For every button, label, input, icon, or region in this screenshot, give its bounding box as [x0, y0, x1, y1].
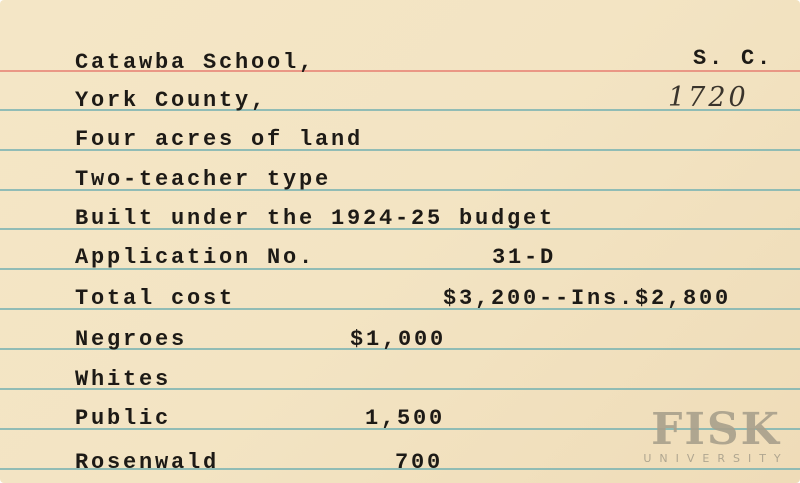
- rule-line: [0, 189, 800, 191]
- rule-line: [0, 308, 800, 310]
- county: York County,: [75, 88, 268, 113]
- rule-line: [0, 468, 800, 470]
- total-value: $3,200--Ins.$2,800: [443, 286, 732, 311]
- rosenwald-value: 700: [395, 450, 444, 475]
- public-value: 1,500: [365, 406, 446, 431]
- application-value: 31-D: [492, 245, 557, 270]
- fisk-university-watermark: FISK UNIVERSITY: [636, 404, 796, 466]
- whites-label: Whites: [75, 367, 172, 392]
- rosenwald-label: Rosenwald: [75, 450, 220, 475]
- state: S. C.: [693, 46, 774, 71]
- watermark-sub: UNIVERSITY: [643, 452, 789, 465]
- application-label: Application No.: [75, 245, 316, 270]
- public-label: Public: [75, 406, 172, 431]
- land: Four acres of land: [75, 127, 364, 152]
- budget: Built under the 1924-25 budget: [75, 206, 556, 231]
- rule-line: [0, 428, 800, 430]
- watermark-name: FISK: [651, 404, 781, 455]
- rule-line: [0, 109, 800, 111]
- school-name: Catawba School,: [75, 50, 316, 75]
- rule-line: [0, 228, 800, 230]
- total-label: Total cost: [75, 286, 236, 311]
- negroes-label: Negroes: [75, 327, 188, 352]
- rule-line: [0, 149, 800, 151]
- red-rule: [0, 70, 800, 72]
- rule-line: [0, 268, 800, 270]
- rule-line: [0, 348, 800, 350]
- school-type: Two-teacher type: [75, 167, 332, 192]
- negroes-value: $1,000: [350, 327, 447, 352]
- rule-line: [0, 388, 800, 390]
- handwritten-number: 1720: [668, 82, 749, 113]
